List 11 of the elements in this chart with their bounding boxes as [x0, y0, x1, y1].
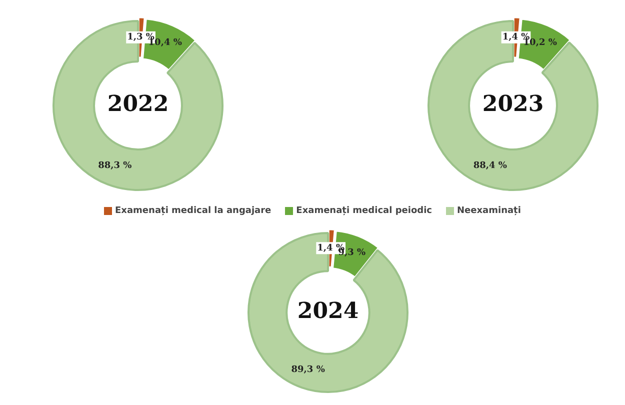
legend-label: Examenați medical la angajare — [115, 206, 272, 216]
data-label: 10,4 % — [148, 38, 182, 48]
data-label: 88,3 % — [98, 160, 132, 171]
data-label: 89,3 % — [291, 364, 326, 375]
text: 2022 — [107, 91, 169, 118]
text: 2023 — [482, 91, 544, 118]
data-label: 10,2 % — [523, 38, 558, 48]
text: 2024 — [297, 298, 359, 324]
data-label: 88,4 % — [473, 160, 508, 171]
legend-label: Neexaminați — [457, 206, 521, 216]
legend-label: Examenați medical peiodic — [296, 206, 432, 216]
